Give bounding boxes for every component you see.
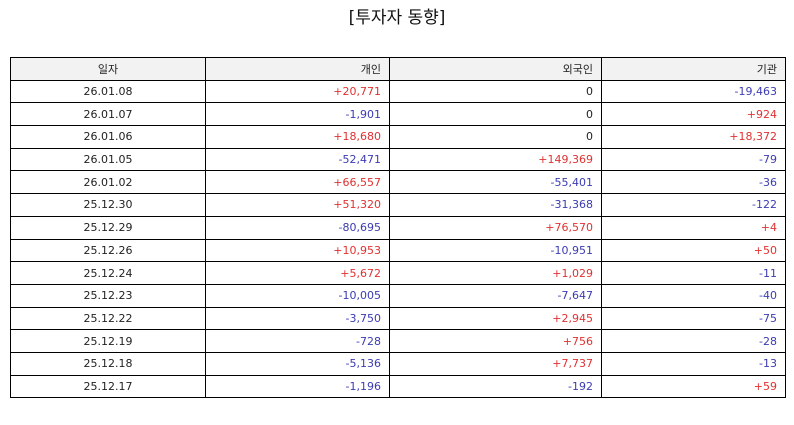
cell-date: 25.12.24 — [10, 261, 206, 285]
column-header-date: 일자 — [10, 57, 206, 81]
cell-institution: +18,372 — [601, 125, 786, 149]
table-row: 26.01.07 -1,901 0 +924 — [10, 102, 786, 127]
cell-institution: -19,463 — [601, 79, 786, 104]
table-row: 25.12.19 -728 +756 -28 — [10, 329, 786, 353]
table-row: 25.12.26 +10,953 -10,951 +50 — [10, 238, 786, 263]
cell-date: 25.12.17 — [10, 374, 206, 399]
cell-institution: -11 — [601, 261, 786, 285]
cell-foreign: +76,570 — [389, 215, 602, 240]
cell-foreign: +2,945 — [389, 306, 602, 331]
cell-individual: +18,680 — [205, 125, 390, 149]
table-row: 25.12.23 -10,005 -7,647 -40 — [10, 283, 786, 308]
cell-individual: +5,672 — [205, 261, 390, 285]
cell-institution: +59 — [601, 374, 786, 399]
cell-foreign: +149,369 — [389, 147, 602, 172]
cell-foreign: 0 — [389, 102, 602, 127]
table-row: 25.12.17 -1,196 -192 +59 — [10, 374, 786, 399]
column-header-institution: 기관 — [601, 57, 786, 81]
cell-institution: -36 — [601, 170, 786, 195]
cell-date: 25.12.29 — [10, 215, 206, 240]
cell-foreign: -55,401 — [389, 170, 602, 195]
cell-date: 25.12.26 — [10, 238, 206, 263]
cell-date: 26.01.02 — [10, 170, 206, 195]
cell-foreign: -7,647 — [389, 283, 602, 308]
table-row: 25.12.18 -5,136 +7,737 -13 — [10, 351, 786, 376]
cell-institution: -40 — [601, 283, 786, 308]
table-row: 25.12.29 -80,695 +76,570 +4 — [10, 215, 786, 240]
cell-foreign: +7,737 — [389, 351, 602, 376]
cell-institution: -122 — [601, 193, 786, 217]
cell-foreign: -31,368 — [389, 193, 602, 217]
cell-date: 26.01.06 — [10, 125, 206, 149]
cell-date: 25.12.19 — [10, 329, 206, 353]
cell-institution: -75 — [601, 306, 786, 331]
cell-institution: +4 — [601, 215, 786, 240]
table-row: 26.01.06 +18,680 0 +18,372 — [10, 125, 786, 149]
cell-date: 25.12.18 — [10, 351, 206, 376]
table-header-row: 일자 개인 외국인 기관 — [10, 57, 786, 81]
investor-trend-table: 일자 개인 외국인 기관 26.01.08 +20,771 0 -19,463 26.0… — [10, 57, 786, 399]
cell-foreign: -192 — [389, 374, 602, 399]
cell-foreign: +756 — [389, 329, 602, 353]
table-row: 25.12.22 -3,750 +2,945 -75 — [10, 306, 786, 331]
table-row: 25.12.30 +51,320 -31,368 -122 — [10, 193, 786, 217]
cell-foreign: +1,029 — [389, 261, 602, 285]
cell-individual: +10,953 — [205, 238, 390, 263]
cell-individual: +66,557 — [205, 170, 390, 195]
cell-foreign: -10,951 — [389, 238, 602, 263]
cell-institution: +924 — [601, 102, 786, 127]
cell-date: 25.12.30 — [10, 193, 206, 217]
cell-individual: +20,771 — [205, 79, 390, 104]
cell-date: 26.01.07 — [10, 102, 206, 127]
table-row: 26.01.02 +66,557 -55,401 -36 — [10, 170, 786, 195]
cell-individual: -52,471 — [205, 147, 390, 172]
table-row: 26.01.05 -52,471 +149,369 -79 — [10, 147, 786, 172]
cell-individual: -3,750 — [205, 306, 390, 331]
cell-individual: -728 — [205, 329, 390, 353]
page-title: [투자자 동향] — [348, 8, 446, 28]
cell-institution: +50 — [601, 238, 786, 263]
cell-institution: -79 — [601, 147, 786, 172]
cell-date: 26.01.05 — [10, 147, 206, 172]
cell-individual: -80,695 — [205, 215, 390, 240]
cell-date: 25.12.23 — [10, 283, 206, 308]
column-header-individual: 개인 — [205, 57, 390, 81]
cell-date: 25.12.22 — [10, 306, 206, 331]
cell-individual: +51,320 — [205, 193, 390, 217]
cell-date: 26.01.08 — [10, 79, 206, 104]
cell-individual: -1,901 — [205, 102, 390, 127]
cell-institution: -28 — [601, 329, 786, 353]
table-row: 25.12.24 +5,672 +1,029 -11 — [10, 261, 786, 285]
cell-individual: -5,136 — [205, 351, 390, 376]
cell-individual: -10,005 — [205, 283, 390, 308]
cell-foreign: 0 — [389, 125, 602, 149]
cell-institution: -13 — [601, 351, 786, 376]
table-body: 26.01.08 +20,771 0 -19,463 26.01.07 -1,901 0 +9… — [10, 79, 786, 399]
column-header-foreign: 외국인 — [389, 57, 602, 81]
cell-foreign: 0 — [389, 79, 602, 104]
cell-individual: -1,196 — [205, 374, 390, 399]
table-row: 26.01.08 +20,771 0 -19,463 — [10, 79, 786, 104]
